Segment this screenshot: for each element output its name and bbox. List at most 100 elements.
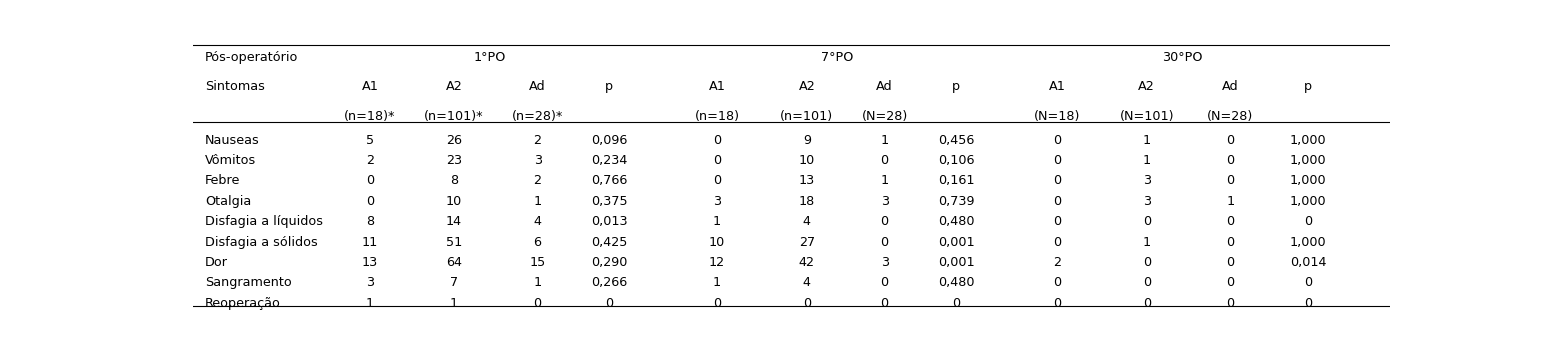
Text: 8: 8 (449, 174, 459, 187)
Text: A2: A2 (798, 80, 815, 94)
Text: 0: 0 (1226, 133, 1235, 146)
Text: 0: 0 (1305, 276, 1312, 289)
Text: 1: 1 (449, 297, 459, 310)
Text: 27: 27 (798, 235, 815, 249)
Text: 0: 0 (1053, 154, 1061, 167)
Text: 0,739: 0,739 (939, 195, 974, 208)
Text: 26: 26 (446, 133, 462, 146)
Text: 0,375: 0,375 (591, 195, 628, 208)
Text: Dor: Dor (205, 256, 229, 269)
Text: 0,766: 0,766 (591, 174, 627, 187)
Text: Sintomas: Sintomas (205, 80, 266, 94)
Text: 2: 2 (534, 174, 542, 187)
Text: 1: 1 (880, 133, 889, 146)
Text: 0,234: 0,234 (591, 154, 627, 167)
Text: Reoperação: Reoperação (205, 297, 281, 310)
Text: (n=28)*: (n=28)* (513, 110, 564, 123)
Text: 14: 14 (446, 215, 462, 228)
Text: 0: 0 (1143, 256, 1150, 269)
Text: (N=28): (N=28) (1207, 110, 1254, 123)
Text: 0,001: 0,001 (939, 256, 974, 269)
Text: 0,014: 0,014 (1289, 256, 1326, 269)
Text: 0: 0 (953, 297, 960, 310)
Text: (N=28): (N=28) (862, 110, 908, 123)
Text: 0,161: 0,161 (939, 174, 974, 187)
Text: (n=18)*: (n=18)* (344, 110, 395, 123)
Text: 1: 1 (534, 195, 542, 208)
Text: 0: 0 (880, 276, 889, 289)
Text: 1: 1 (1143, 235, 1150, 249)
Text: 4: 4 (534, 215, 542, 228)
Text: 0: 0 (1305, 215, 1312, 228)
Text: 1: 1 (713, 276, 721, 289)
Text: 0: 0 (1053, 297, 1061, 310)
Text: 9: 9 (803, 133, 811, 146)
Text: (N=18): (N=18) (1034, 110, 1081, 123)
Text: 51: 51 (446, 235, 462, 249)
Text: 0,456: 0,456 (939, 133, 974, 146)
Text: 0: 0 (880, 154, 889, 167)
Text: 42: 42 (798, 256, 815, 269)
Text: 0,266: 0,266 (591, 276, 627, 289)
Text: 0: 0 (366, 174, 374, 187)
Text: 0: 0 (605, 297, 613, 310)
Text: Otalgia: Otalgia (205, 195, 252, 208)
Text: 0: 0 (1053, 215, 1061, 228)
Text: 1,000: 1,000 (1289, 133, 1326, 146)
Text: 4: 4 (803, 276, 811, 289)
Text: 0: 0 (1143, 215, 1150, 228)
Text: 18: 18 (798, 195, 815, 208)
Text: 0: 0 (1226, 235, 1235, 249)
Text: 0: 0 (803, 297, 811, 310)
Text: Pós-operatório: Pós-operatório (205, 50, 298, 64)
Text: 3: 3 (1143, 195, 1150, 208)
Text: 1: 1 (1143, 154, 1150, 167)
Text: p: p (605, 80, 613, 94)
Text: 15: 15 (530, 256, 545, 269)
Text: 3: 3 (1143, 174, 1150, 187)
Text: 1: 1 (1226, 195, 1235, 208)
Text: 0: 0 (1143, 297, 1150, 310)
Text: A1: A1 (709, 80, 726, 94)
Text: 0: 0 (713, 154, 721, 167)
Text: 0,001: 0,001 (939, 235, 974, 249)
Text: Vômitos: Vômitos (205, 154, 256, 167)
Text: 0: 0 (880, 215, 889, 228)
Text: 3: 3 (534, 154, 542, 167)
Text: 0,106: 0,106 (939, 154, 974, 167)
Text: 3: 3 (880, 256, 889, 269)
Text: 13: 13 (361, 256, 378, 269)
Text: 11: 11 (361, 235, 378, 249)
Text: Nauseas: Nauseas (205, 133, 259, 146)
Text: 1,000: 1,000 (1289, 235, 1326, 249)
Text: 1,000: 1,000 (1289, 195, 1326, 208)
Text: 0,290: 0,290 (591, 256, 627, 269)
Text: 1°PO: 1°PO (474, 50, 506, 64)
Text: 10: 10 (798, 154, 815, 167)
Text: 2: 2 (366, 154, 374, 167)
Text: 4: 4 (803, 215, 811, 228)
Text: Ad: Ad (877, 80, 892, 94)
Text: 0: 0 (1226, 174, 1235, 187)
Text: Ad: Ad (530, 80, 547, 94)
Text: 12: 12 (709, 256, 726, 269)
Text: 0: 0 (1226, 276, 1235, 289)
Text: 0: 0 (534, 297, 542, 310)
Text: 3: 3 (880, 195, 889, 208)
Text: 0,480: 0,480 (939, 215, 974, 228)
Text: 0: 0 (1053, 174, 1061, 187)
Text: 5: 5 (366, 133, 374, 146)
Text: 7: 7 (449, 276, 459, 289)
Text: 0: 0 (1226, 215, 1235, 228)
Text: 1: 1 (534, 276, 542, 289)
Text: 1: 1 (1143, 133, 1150, 146)
Text: (n=18): (n=18) (695, 110, 740, 123)
Text: Ad: Ad (1223, 80, 1238, 94)
Text: 0,425: 0,425 (591, 235, 627, 249)
Text: 1,000: 1,000 (1289, 174, 1326, 187)
Text: 0: 0 (1053, 133, 1061, 146)
Text: 0: 0 (713, 133, 721, 146)
Text: (N=101): (N=101) (1119, 110, 1173, 123)
Text: 1: 1 (366, 297, 374, 310)
Text: (n=101): (n=101) (780, 110, 834, 123)
